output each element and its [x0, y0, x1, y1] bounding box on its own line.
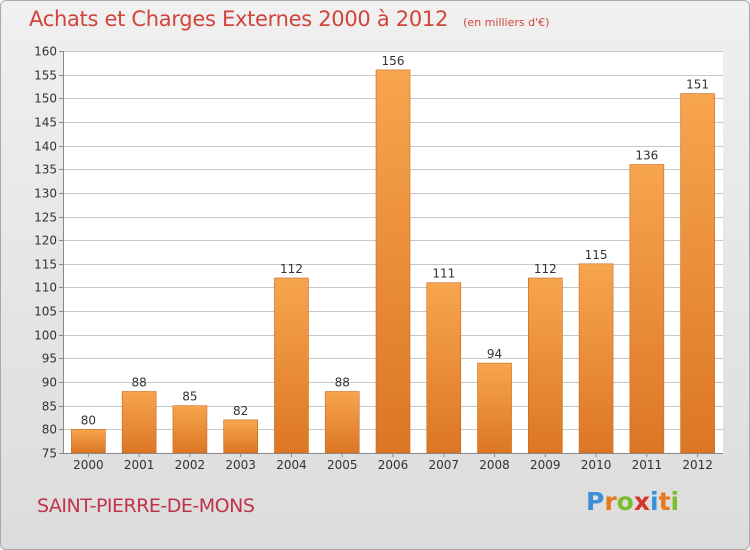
data-label-2006: 156 — [382, 54, 405, 68]
y-tick-label: 125 — [34, 211, 57, 225]
commune-name: SAINT-PIERRE-DE-MONS — [37, 495, 255, 517]
logo-letter: o — [616, 487, 634, 516]
logo-letter: i — [650, 487, 659, 516]
y-tick-label: 160 — [34, 45, 57, 59]
y-tick-label: 85 — [42, 400, 57, 414]
logo-letter: i — [670, 487, 680, 516]
y-tick-label: 75 — [42, 447, 57, 461]
data-label-2009: 112 — [534, 262, 557, 276]
x-tick-label-2009: 2009 — [530, 458, 561, 472]
bar-2000 — [71, 429, 106, 454]
bar-2003 — [223, 419, 258, 454]
title-row: Achats et Charges Externes 2000 à 2012 (… — [29, 7, 549, 31]
x-axis-ticks: 2000 2001 2002 2003 2004 2005 2006 2007 2008 2009… — [73, 453, 713, 472]
bar-2001 — [121, 391, 157, 454]
chart-subtitle: (en milliers d'€) — [463, 16, 550, 29]
y-tick-label: 140 — [34, 140, 57, 154]
bar-2007 — [426, 282, 462, 454]
y-tick-label: 155 — [34, 69, 57, 83]
x-tick-label-2003: 2003 — [225, 458, 256, 472]
chart-title: Achats et Charges Externes 2000 à 2012 — [29, 7, 449, 31]
data-label-2003: 82 — [233, 404, 248, 418]
logo-letter: t — [658, 487, 671, 516]
y-tick-label: 90 — [42, 376, 57, 390]
data-label-2000: 80 — [81, 413, 96, 427]
y-tick-label: 145 — [34, 116, 57, 130]
bar-2006 — [375, 69, 411, 454]
bar-2009 — [528, 277, 563, 454]
data-label-2011: 136 — [635, 149, 658, 163]
bar-2011 — [629, 164, 665, 454]
y-tick-label: 135 — [34, 163, 57, 177]
bar-2002 — [172, 405, 208, 454]
data-label-2012: 151 — [686, 78, 709, 92]
x-tick-label-2001: 2001 — [124, 458, 155, 472]
y-tick-label: 80 — [42, 423, 57, 437]
y-tick-label: 95 — [42, 352, 57, 366]
y-tick-label: 105 — [34, 305, 57, 319]
data-label-2005: 88 — [335, 376, 350, 390]
x-tick-label-2011: 2011 — [632, 458, 663, 472]
logo-letter: x — [633, 487, 650, 516]
data-labels: 80 88 85 82 112 88 156 111 94 112 115 136 151 — [81, 54, 709, 427]
y-axis-ticks: 75 80 85 90 95 100 105 110 115 120 125 130 135 140 145… — [34, 45, 723, 461]
bar-2005 — [324, 391, 360, 454]
y-tick-label: 100 — [34, 329, 57, 343]
bar-2004 — [274, 277, 309, 454]
x-tick-label-2002: 2002 — [175, 458, 206, 472]
y-tick-label: 150 — [34, 92, 57, 106]
bar-2008 — [477, 362, 512, 454]
data-label-2002: 85 — [182, 390, 197, 404]
y-tick-label: 120 — [34, 234, 57, 248]
bars — [71, 69, 715, 454]
proxiti-logo: Proxiti — [586, 487, 679, 516]
x-tick-label-2004: 2004 — [276, 458, 307, 472]
x-tick-label-2012: 2012 — [682, 458, 713, 472]
x-tick-label-2007: 2007 — [428, 458, 459, 472]
data-label-2010: 115 — [585, 248, 608, 262]
y-tick-label: 130 — [34, 187, 57, 201]
data-label-2008: 94 — [487, 347, 502, 361]
data-label-2001: 88 — [132, 376, 147, 390]
data-label-2004: 112 — [280, 262, 303, 276]
bar-2012 — [680, 93, 715, 454]
logo-letter: P — [586, 487, 605, 516]
x-tick-label-2006: 2006 — [378, 458, 409, 472]
x-tick-label-2005: 2005 — [327, 458, 358, 472]
data-label-2007: 111 — [432, 267, 455, 281]
y-tick-label: 115 — [34, 258, 57, 272]
y-tick-label: 110 — [34, 281, 57, 295]
bar-2010 — [578, 263, 614, 454]
logo-letter: r — [604, 487, 617, 516]
x-tick-label-2010: 2010 — [581, 458, 612, 472]
x-tick-label-2000: 2000 — [73, 458, 104, 472]
x-tick-label-2008: 2008 — [479, 458, 510, 472]
